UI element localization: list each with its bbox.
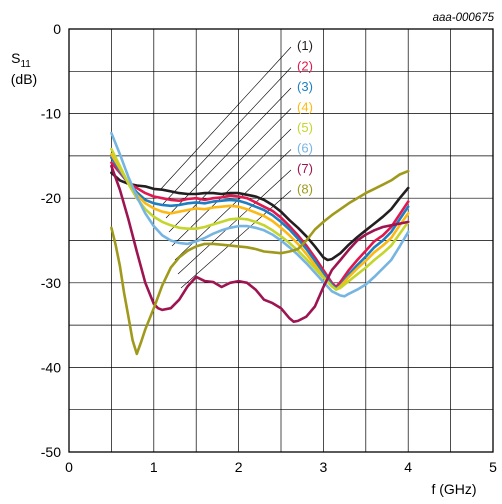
tick-labels: 0 1 2 3 4 5 0 -10 -20 -30 -40 -50 [41,21,497,475]
series-line-1 [110,171,410,262]
legend-label-1: (1) [297,38,313,53]
plot-frame [68,28,494,453]
legend-label-3: (3) [297,79,313,94]
x-tick-label: 4 [404,459,412,475]
legend-leader-4 [168,108,292,233]
x-tick-label: 0 [65,459,73,475]
legend-label-6: (6) [297,141,313,156]
series-line-3 [110,156,410,290]
y-tick-label: -10 [41,106,61,122]
y-axis-label: S11 [11,50,31,70]
legend-label-2: (2) [297,59,313,74]
series-line-5 [110,147,410,291]
x-tick-label: 5 [489,459,497,475]
y-tick-label: -50 [41,444,61,460]
legend-leader-1 [159,46,292,191]
legend-leader-lines [159,46,292,289]
x-tick-label: 3 [320,459,328,475]
series-lines [110,131,410,356]
legend-leader-7 [177,169,292,275]
figure-id-label: aaa-000675 [433,12,495,24]
y-tick-label: -40 [41,359,61,375]
legend-label-4: (4) [297,100,313,115]
x-tick-label: 2 [235,459,243,475]
y-tick-label: 0 [53,21,61,37]
y-axis-label-subscript: 11 [20,59,31,70]
legend-label-5: (5) [297,120,313,135]
legend-label-7: (7) [297,161,313,176]
series-line-2 [110,161,410,289]
x-axis-label: f (GHz) [431,481,476,497]
legend-leader-3 [165,87,292,219]
x-tick-label: 1 [150,459,158,475]
series-line-4 [110,152,410,291]
legend-label-8: (8) [297,182,313,197]
series-line-6 [110,131,410,298]
series-line-8 [110,169,410,356]
legend-labels: (1) (2) (3) (4) (5) (6) (7) (8) [297,38,313,197]
legend-leader-2 [162,67,292,205]
y-axis-unit: (dB) [11,71,37,87]
series-line-7 [110,164,410,323]
y-tick-label: -20 [41,190,61,206]
y-tick-label: -30 [41,275,61,291]
y-axis-label-main: S [11,50,20,66]
legend-leader-5 [171,128,292,247]
